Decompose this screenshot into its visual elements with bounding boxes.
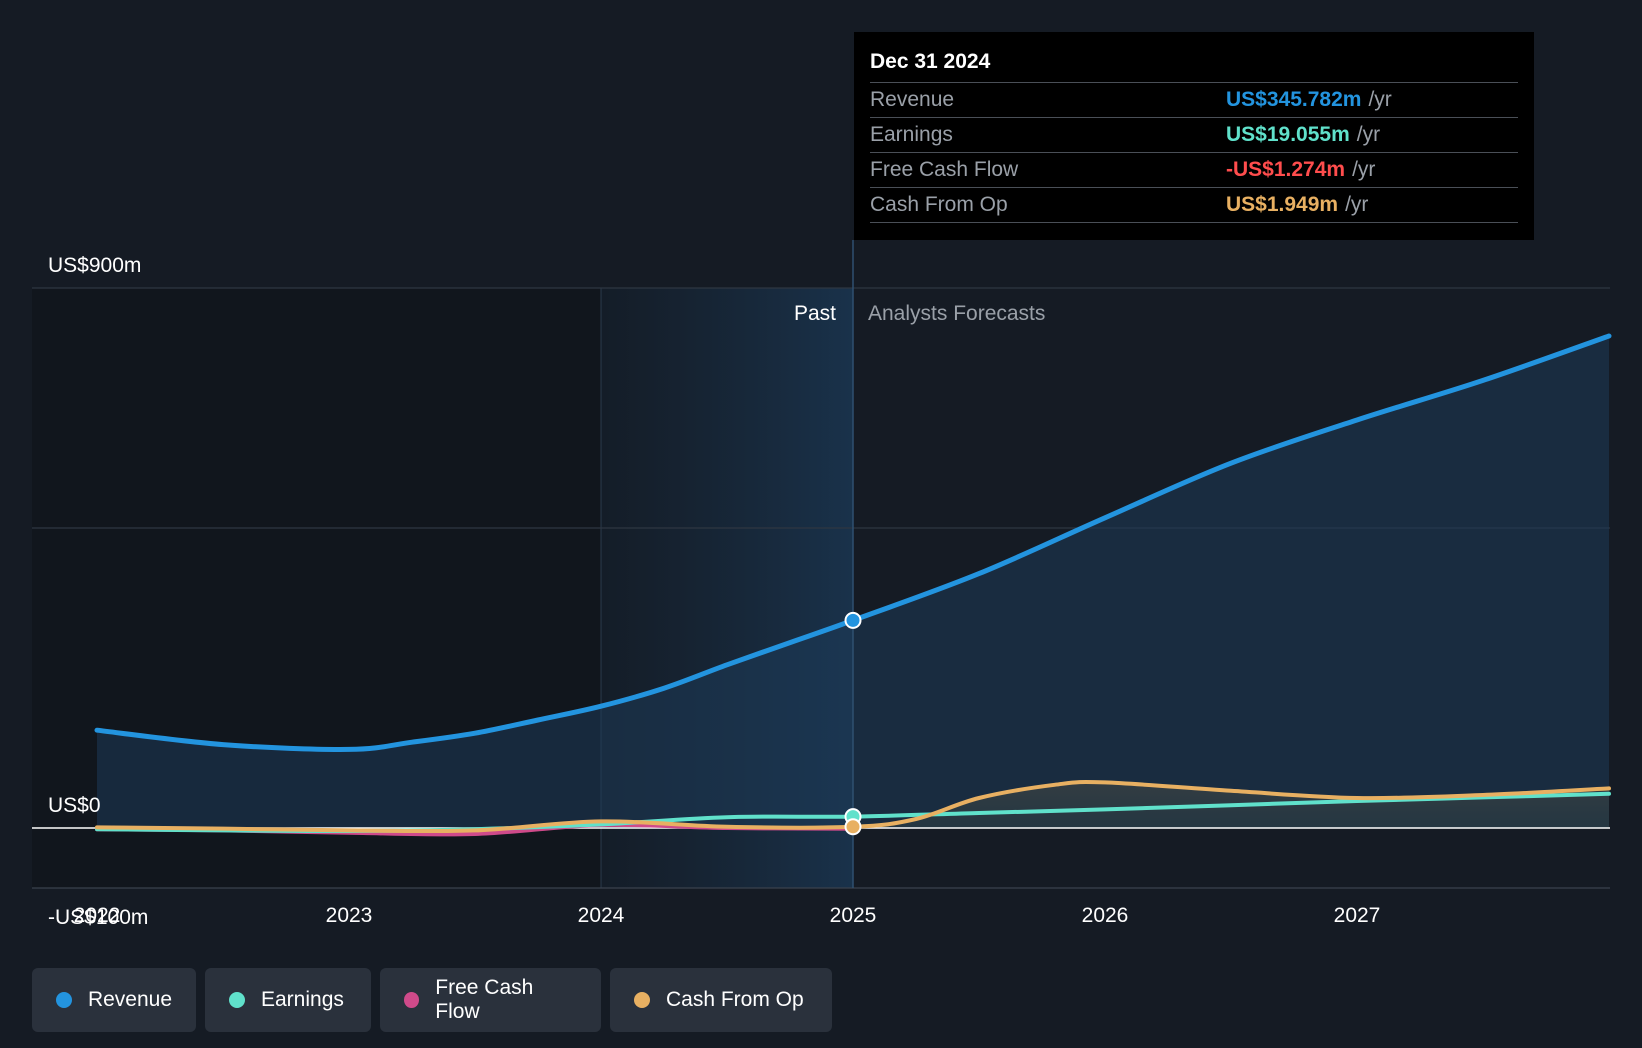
tooltip-value: US$345.782m [1226, 88, 1362, 111]
revenue-area [97, 336, 1609, 828]
legend: Revenue Earnings Free Cash Flow Cash Fro… [32, 968, 832, 1032]
legend-item-free-cash-flow[interactable]: Free Cash Flow [380, 968, 601, 1032]
revenue-line [94, 333, 1612, 752]
tooltip-unit: /yr [1356, 123, 1381, 146]
cash-from-op-line [95, 779, 1611, 834]
legend-label: Free Cash Flow [435, 976, 534, 1023]
past-label: Past [794, 302, 836, 325]
legend-dot-icon [404, 992, 420, 1008]
y-tick-label: US$0 [48, 794, 101, 817]
forecast-label: Analysts Forecasts [868, 302, 1045, 325]
tooltip-date: Dec 31 2024 [870, 50, 991, 73]
legend-label: Earnings [261, 988, 344, 1011]
legend-item-earnings[interactable]: Earnings [205, 968, 371, 1032]
legend-dot-icon [229, 992, 245, 1008]
tooltip-label: Free Cash Flow [870, 158, 1019, 181]
tooltip-value: -US$1.274m [1226, 158, 1346, 181]
tooltip-label: Revenue [870, 88, 955, 111]
tooltip-row-cash-from-op: Cash From Op US$1.949m /yr [870, 187, 1518, 223]
tooltip-value: US$1.949m [1226, 193, 1339, 216]
legend-dot-icon [634, 992, 650, 1008]
tooltip-unit: /yr [1368, 88, 1392, 111]
tooltip-label: Cash From Op [870, 193, 1008, 216]
marker-revenue [844, 611, 862, 629]
legend-item-cash-from-op[interactable]: Cash From Op [610, 968, 832, 1032]
x-tick-label: 2026 [1082, 904, 1129, 927]
tooltip-value: US$19.055m [1226, 123, 1350, 146]
legend-dot-icon [56, 992, 72, 1008]
tooltip-row-revenue: Revenue US$345.782m /yr [870, 82, 1518, 117]
tooltip-label: Earnings [870, 123, 953, 146]
x-tick-label: 2023 [326, 904, 373, 927]
marker-cash-from-op [844, 818, 862, 836]
x-tick-label: 2022 [74, 904, 121, 927]
x-tick-label: 2027 [1334, 904, 1381, 927]
legend-item-revenue[interactable]: Revenue [32, 968, 196, 1032]
legend-label: Cash From Op [666, 988, 804, 1011]
x-tick-label: 2025 [830, 904, 877, 927]
tooltip-row-free-cash-flow: Free Cash Flow -US$1.274m /yr [870, 152, 1518, 187]
y-tick-label: US$900m [48, 254, 141, 277]
tooltip-unit: /yr [1352, 158, 1376, 181]
y-tick-label: -US$100m [48, 906, 148, 929]
x-tick-label: 2024 [578, 904, 625, 927]
tooltip-panel: Dec 31 2024 Revenue US$345.782m /yr Earn… [854, 32, 1534, 240]
tooltip-row-earnings: Earnings US$19.055m /yr [870, 117, 1518, 152]
legend-label: Revenue [87, 988, 172, 1011]
tooltip-unit: /yr [1345, 193, 1369, 216]
